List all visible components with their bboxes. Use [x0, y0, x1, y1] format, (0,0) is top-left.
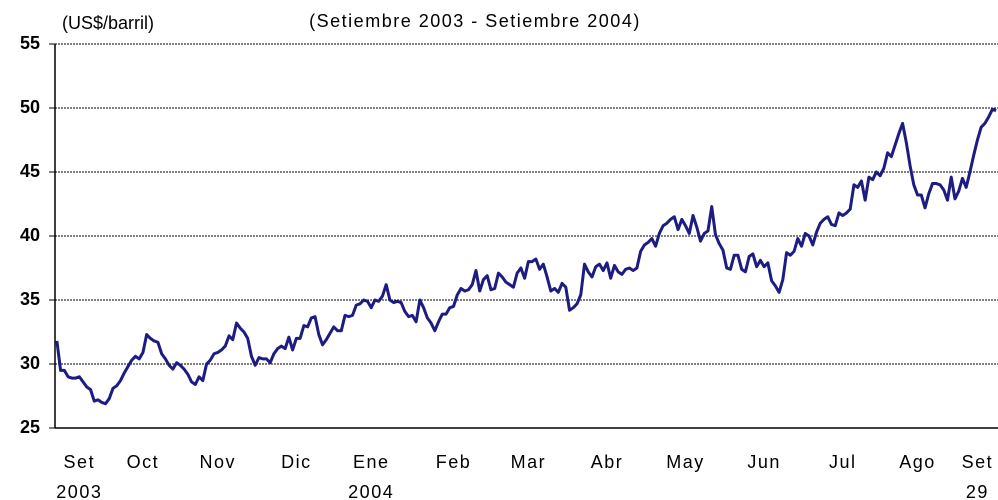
- x-tick-label: Feb: [436, 452, 472, 472]
- x-tick-sublabel: 2004: [348, 482, 394, 500]
- x-tick-label: Dic: [281, 452, 312, 472]
- x-tick-label: Mar: [511, 452, 547, 472]
- x-tick-sublabel: 29: [966, 482, 989, 500]
- x-tick-label: Ago: [899, 452, 936, 472]
- x-tick-label: Oct: [127, 452, 160, 472]
- x-tick-sublabel: 2003: [56, 482, 102, 500]
- x-tick-label: Jul: [829, 452, 857, 472]
- y-tick-label: 30: [20, 353, 40, 373]
- x-tick-label: Set: [64, 452, 96, 472]
- x-tick-label: May: [666, 452, 705, 472]
- y-tick-label: 55: [20, 33, 40, 53]
- x-tick-label: Nov: [200, 452, 237, 472]
- price-line: [55, 107, 997, 406]
- x-tick-label: Jun: [747, 452, 781, 472]
- y-tick-label: 40: [20, 225, 40, 245]
- y-tick-label: 35: [20, 289, 40, 309]
- x-tick-label: Set: [962, 452, 994, 472]
- x-tick-label: Ene: [353, 452, 390, 472]
- x-tick-label: Abr: [591, 452, 624, 472]
- y-axis-label: (US$/barril): [62, 13, 154, 33]
- chart-title: (Setiembre 2003 - Setiembre 2004): [309, 11, 641, 31]
- y-tick-label: 45: [20, 161, 40, 181]
- y-tick-label: 50: [20, 97, 40, 117]
- y-tick-label: 25: [20, 417, 40, 437]
